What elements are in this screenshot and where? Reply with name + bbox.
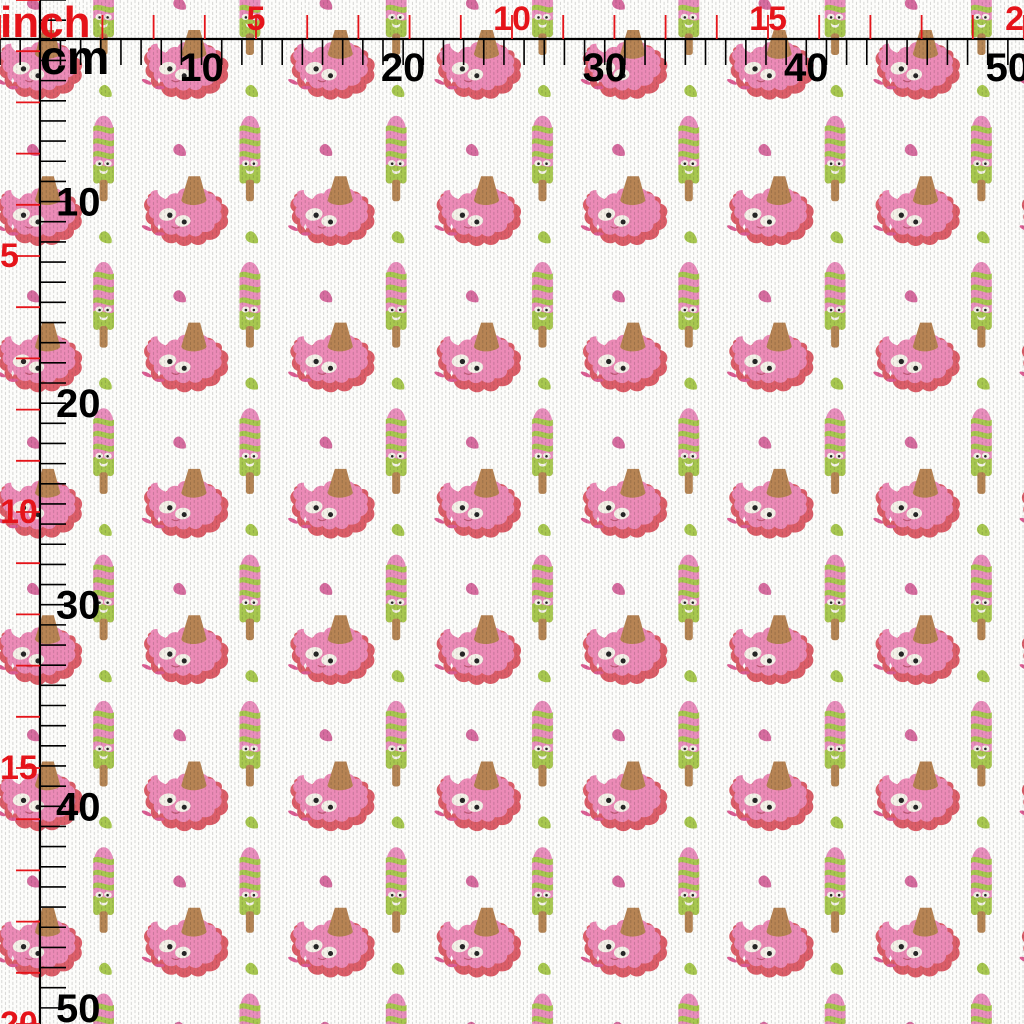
svg-text:10: 10 — [493, 0, 531, 38]
svg-text:20: 20 — [381, 46, 426, 90]
svg-text:20: 20 — [1005, 0, 1024, 38]
svg-text:50: 50 — [986, 46, 1024, 90]
svg-text:10: 10 — [179, 46, 224, 90]
svg-text:40: 40 — [56, 785, 101, 829]
svg-text:20: 20 — [0, 1005, 38, 1024]
svg-text:50: 50 — [56, 987, 101, 1024]
svg-text:5: 5 — [247, 0, 266, 38]
svg-text:30: 30 — [582, 46, 627, 90]
svg-text:15: 15 — [0, 749, 38, 787]
svg-text:30: 30 — [56, 584, 101, 628]
svg-text:cm: cm — [40, 32, 109, 85]
svg-text:20: 20 — [56, 382, 101, 426]
svg-text:40: 40 — [784, 46, 829, 90]
svg-text:15: 15 — [749, 0, 787, 38]
svg-text:10: 10 — [0, 493, 38, 531]
svg-text:10: 10 — [56, 181, 101, 225]
svg-text:5: 5 — [0, 237, 19, 275]
